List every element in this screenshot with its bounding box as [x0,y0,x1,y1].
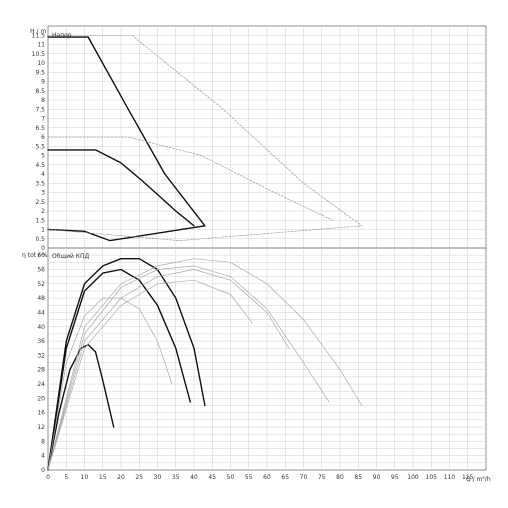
efficiency-y-tick-label: 56 [37,266,45,273]
head-series-line-1 [47,36,206,242]
head-y-tick-label: 8 [41,97,45,104]
efficiency-y-tick-label: 28 [37,367,45,374]
head-y-tick-label: 8.5 [35,88,45,95]
efficiency-y-tick-label: 60 [37,252,45,259]
efficiency-x-tick-label: 80 [336,474,344,481]
head-series-line-3 [47,34,363,241]
head-y-tick-label: 11.5 [32,32,46,39]
efficiency-series-line-7 [47,269,290,471]
efficiency-y-tick-label: 4 [41,453,45,460]
head-grid [48,26,486,248]
efficiency-series-line-6 [47,258,363,471]
efficiency-y-tick-label: 16 [37,410,45,417]
efficiency-y-tick-label: 12 [37,424,45,431]
efficiency-x-tick-label: 15 [99,474,107,481]
efficiency-x-tick-label: 105 [426,474,438,481]
head-y-axis-label: H / m [30,28,46,35]
efficiency-series-line-1 [47,344,115,471]
head-series [47,34,363,242]
efficiency-series-line-2 [47,268,192,471]
efficiency-x-tick-label: 70 [300,474,308,481]
head-y-tick-label: 10.5 [32,51,46,58]
efficiency-x-tick-label: 45 [208,474,216,481]
efficiency-y-tick-label: 24 [37,381,45,388]
efficiency-x-tick-label: 25 [135,474,143,481]
efficiency-series-line-8 [47,279,253,471]
head-y-tick-label: 1 [41,227,45,234]
head-y-tick-label: 5.5 [35,143,45,150]
efficiency-series-line-3 [47,258,206,471]
efficiency-y-tick-label: 36 [37,338,45,345]
head-y-tick-label: 9.5 [35,69,45,76]
head-y-tick-label: 11 [37,42,45,49]
efficiency-x-tick-label: 30 [154,474,162,481]
head-y-tick-label: 1.5 [35,217,45,224]
head-y-tick-label: 4 [41,171,45,178]
efficiency-series-line-4 [47,297,173,471]
efficiency-grid [48,248,486,470]
efficiency-y-tick-label: 48 [37,295,45,302]
head-y-ticks: 00.511.522.533.544.555.566.577.588.599.5… [32,32,46,252]
head-y-tick-label: 9 [41,79,45,86]
head-y-tick-label: 6 [41,134,45,141]
head-series-line-4 [47,136,334,221]
efficiency-y-tick-label: 44 [37,309,45,316]
head-y-tick-label: 0.5 [35,236,45,243]
efficiency-x-tick-label: 95 [391,474,399,481]
efficiency-x-tick-label: 110 [444,474,456,481]
head-y-tick-label: 7.5 [35,106,45,113]
efficiency-x-ticks: 0 5 10 15 20 25 30 35 40 45 50 55 60 65 70 75 80 85 90 95 10… [46,474,474,481]
efficiency-series-line-5 [47,265,330,471]
efficiency-x-tick-label: 20 [117,474,125,481]
efficiency-y-tick-label: 40 [37,324,45,331]
head-y-tick-label: 5 [41,153,45,160]
head-y-tick-label: 0 [41,245,45,252]
head-y-tick-label: 10 [37,60,45,67]
efficiency-x-tick-label: 55 [245,474,253,481]
efficiency-panel-title: Общий КПД [52,253,90,260]
head-y-tick-label: 4.5 [35,162,45,169]
efficiency-y-tick-label: 20 [37,395,45,402]
efficiency-series [47,258,363,471]
efficiency-x-tick-label: 90 [373,474,381,481]
head-y-tick-label: 7 [41,116,45,123]
head-y-tick-label: 2.5 [35,199,45,206]
efficiency-y-tick-label: 8 [41,438,45,445]
efficiency-x-tick-label: 60 [263,474,271,481]
head-y-tick-label: 3.5 [35,180,45,187]
efficiency-x-tick-label: 75 [318,474,326,481]
head-y-tick-label: 6.5 [35,125,45,132]
efficiency-x-tick-label: 10 [81,474,89,481]
head-y-tick-label: 3 [41,190,45,197]
efficiency-x-tick-label: 85 [354,474,362,481]
head-panel-title: Напор [52,32,72,39]
efficiency-y-tick-label: 32 [37,352,45,359]
efficiency-x-tick-label: 40 [190,474,198,481]
efficiency-x-tick-label: 0 [46,474,50,481]
head-series-line-2 [47,149,195,227]
efficiency-x-tick-label: 35 [172,474,180,481]
efficiency-x-tick-label: 5 [64,474,68,481]
efficiency-y-axis-label: η tot / % [22,252,48,259]
efficiency-y-tick-label: 52 [37,281,45,288]
efficiency-x-tick-label: 115 [462,474,474,481]
efficiency-x-tick-label: 50 [227,474,235,481]
efficiency-x-tick-label: 65 [281,474,289,481]
efficiency-x-tick-label: 100 [407,474,419,481]
head-panel: 00.511.522.533.544.555.566.577.588.599.5… [30,25,487,252]
efficiency-y-tick-label: 0 [41,467,45,474]
head-y-tick-label: 2 [41,208,45,215]
efficiency-x-axis-label: Q / m³/h [466,476,491,483]
